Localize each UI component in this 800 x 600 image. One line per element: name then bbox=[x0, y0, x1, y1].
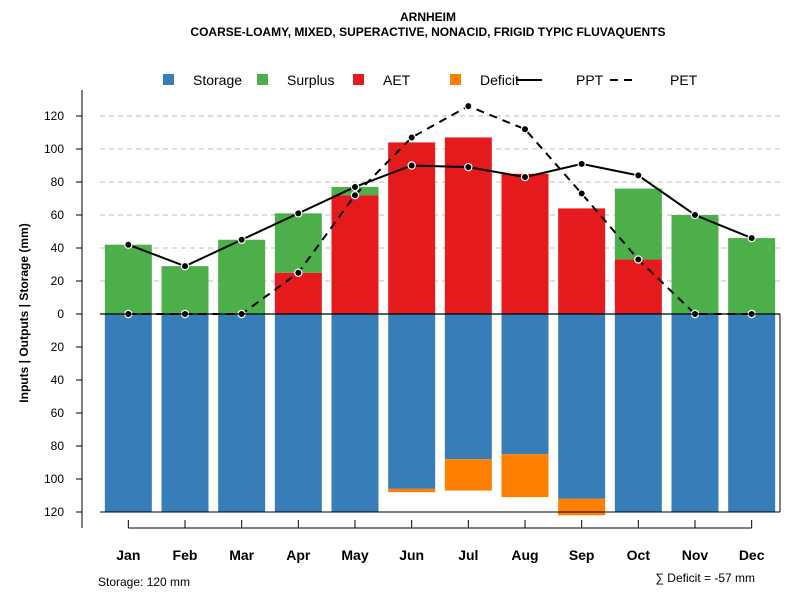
bar-deficit-aug bbox=[501, 454, 549, 498]
bar-deficit-jun bbox=[388, 488, 436, 493]
pet-line-point-sep bbox=[577, 189, 586, 198]
ppt-line-point-feb bbox=[180, 261, 190, 271]
x-tick-dec: Dec bbox=[739, 547, 765, 563]
y-tick-100: 100 bbox=[44, 142, 64, 156]
legend-label-surplus: Surplus bbox=[287, 72, 334, 88]
x-tick-sep: Sep bbox=[569, 547, 595, 563]
bar-storage-jan bbox=[104, 314, 152, 512]
bar-storage-feb bbox=[161, 314, 209, 512]
bar-surplus-jan bbox=[104, 244, 152, 314]
bar-surplus-dec bbox=[728, 238, 776, 314]
y-axis-label: Inputs | Outputs | Storage (mm) bbox=[17, 223, 31, 402]
legend: Storage Surplus AET Deficit PPT PET bbox=[163, 72, 698, 88]
y-tick-neg-60: 60 bbox=[51, 406, 65, 420]
bar-surplus-feb bbox=[161, 266, 209, 314]
y-tick-20: 20 bbox=[51, 274, 65, 288]
bars-layer bbox=[104, 137, 776, 516]
y-tick-40: 40 bbox=[51, 241, 65, 255]
ppt-line-point-may bbox=[350, 182, 360, 192]
bar-aet-aug bbox=[501, 173, 549, 314]
ppt-line-point-jul bbox=[464, 162, 473, 172]
legend-label-pet: PET bbox=[670, 72, 698, 88]
pet-line-point-oct bbox=[634, 255, 643, 264]
bar-storage-jun bbox=[388, 314, 436, 489]
pet-line-point-may bbox=[350, 190, 360, 200]
deficit-note: ∑ Deficit = -57 mm bbox=[655, 571, 755, 585]
legend-swatch-surplus bbox=[257, 74, 268, 85]
ppt-line-point-dec bbox=[747, 233, 756, 243]
y-tick-80: 80 bbox=[51, 175, 65, 189]
pet-line-point-jul bbox=[464, 101, 473, 111]
bar-storage-nov bbox=[671, 314, 719, 512]
bar-storage-jul bbox=[444, 314, 492, 460]
pet-line-point-jun bbox=[407, 133, 416, 142]
axes-layer: 20 40 60 80 100 120 0 20 40 60 80 100 120 Jan Feb Mar Ap… bbox=[44, 90, 781, 563]
x-tick-jun: Jun bbox=[399, 547, 424, 563]
bar-storage-aug bbox=[501, 314, 549, 455]
legend-label-ppt: PPT bbox=[576, 72, 604, 88]
ppt-line-point-sep bbox=[577, 159, 586, 169]
bar-storage-oct bbox=[614, 314, 662, 512]
y-tick-neg-100: 100 bbox=[44, 472, 64, 486]
pet-line-point-apr bbox=[294, 268, 303, 277]
y-tick-neg-120: 120 bbox=[44, 505, 64, 519]
legend-label-aet: AET bbox=[383, 72, 411, 88]
legend-swatch-aet bbox=[353, 74, 364, 85]
x-tick-jul: Jul bbox=[458, 547, 478, 563]
legend-label-storage: Storage bbox=[193, 72, 242, 88]
bar-storage-mar bbox=[218, 314, 266, 512]
ppt-line-point-mar bbox=[237, 235, 246, 244]
y-tick-60: 60 bbox=[51, 208, 65, 222]
legend-label-deficit: Deficit bbox=[480, 72, 519, 88]
bar-storage-may bbox=[331, 314, 379, 512]
ppt-line-point-aug bbox=[520, 172, 530, 182]
y-tick-neg-20: 20 bbox=[51, 340, 65, 354]
bar-storage-dec bbox=[728, 314, 776, 512]
ppt-line-point-oct bbox=[634, 171, 643, 180]
x-tick-jan: Jan bbox=[116, 547, 140, 563]
y-tick-neg-80: 80 bbox=[51, 439, 65, 453]
x-tick-oct: Oct bbox=[627, 547, 651, 563]
ppt-line-point-nov bbox=[690, 210, 700, 220]
x-tick-feb: Feb bbox=[173, 547, 198, 563]
bar-deficit-jul bbox=[444, 459, 492, 491]
bar-deficit-sep bbox=[558, 498, 606, 516]
y-tick-neg-0: 0 bbox=[57, 307, 64, 321]
legend-swatch-deficit bbox=[450, 74, 461, 85]
bar-surplus-nov bbox=[671, 215, 719, 314]
ppt-line bbox=[127, 162, 753, 268]
ppt-line-point-jun bbox=[407, 161, 416, 170]
bar-storage-apr bbox=[274, 314, 322, 512]
chart-subtitle: COARSE-LOAMY, MIXED, SUPERACTIVE, NONACI… bbox=[190, 25, 665, 39]
x-tick-mar: Mar bbox=[229, 547, 254, 563]
y-tick-120: 120 bbox=[44, 109, 64, 123]
chart-title: ARNHEIM bbox=[400, 10, 456, 24]
bar-aet-oct bbox=[614, 259, 662, 314]
x-tick-apr: Apr bbox=[286, 547, 311, 563]
y-tick-neg-40: 40 bbox=[51, 373, 65, 387]
x-tick-nov: Nov bbox=[682, 547, 709, 563]
ppt-line-point-apr bbox=[294, 209, 303, 218]
bar-surplus-apr bbox=[274, 213, 322, 273]
x-tick-aug: Aug bbox=[511, 547, 538, 563]
bar-aet-apr bbox=[274, 272, 322, 314]
bar-aet-sep bbox=[558, 208, 606, 314]
storage-note: Storage: 120 mm bbox=[98, 575, 190, 589]
ppt-line-point-jan bbox=[124, 240, 133, 249]
legend-swatch-storage bbox=[163, 74, 174, 85]
bar-surplus-oct bbox=[614, 188, 662, 260]
bar-aet-may bbox=[331, 195, 379, 314]
pet-line-point-aug bbox=[520, 124, 530, 134]
x-tick-may: May bbox=[341, 547, 368, 563]
bar-storage-sep bbox=[558, 314, 606, 499]
